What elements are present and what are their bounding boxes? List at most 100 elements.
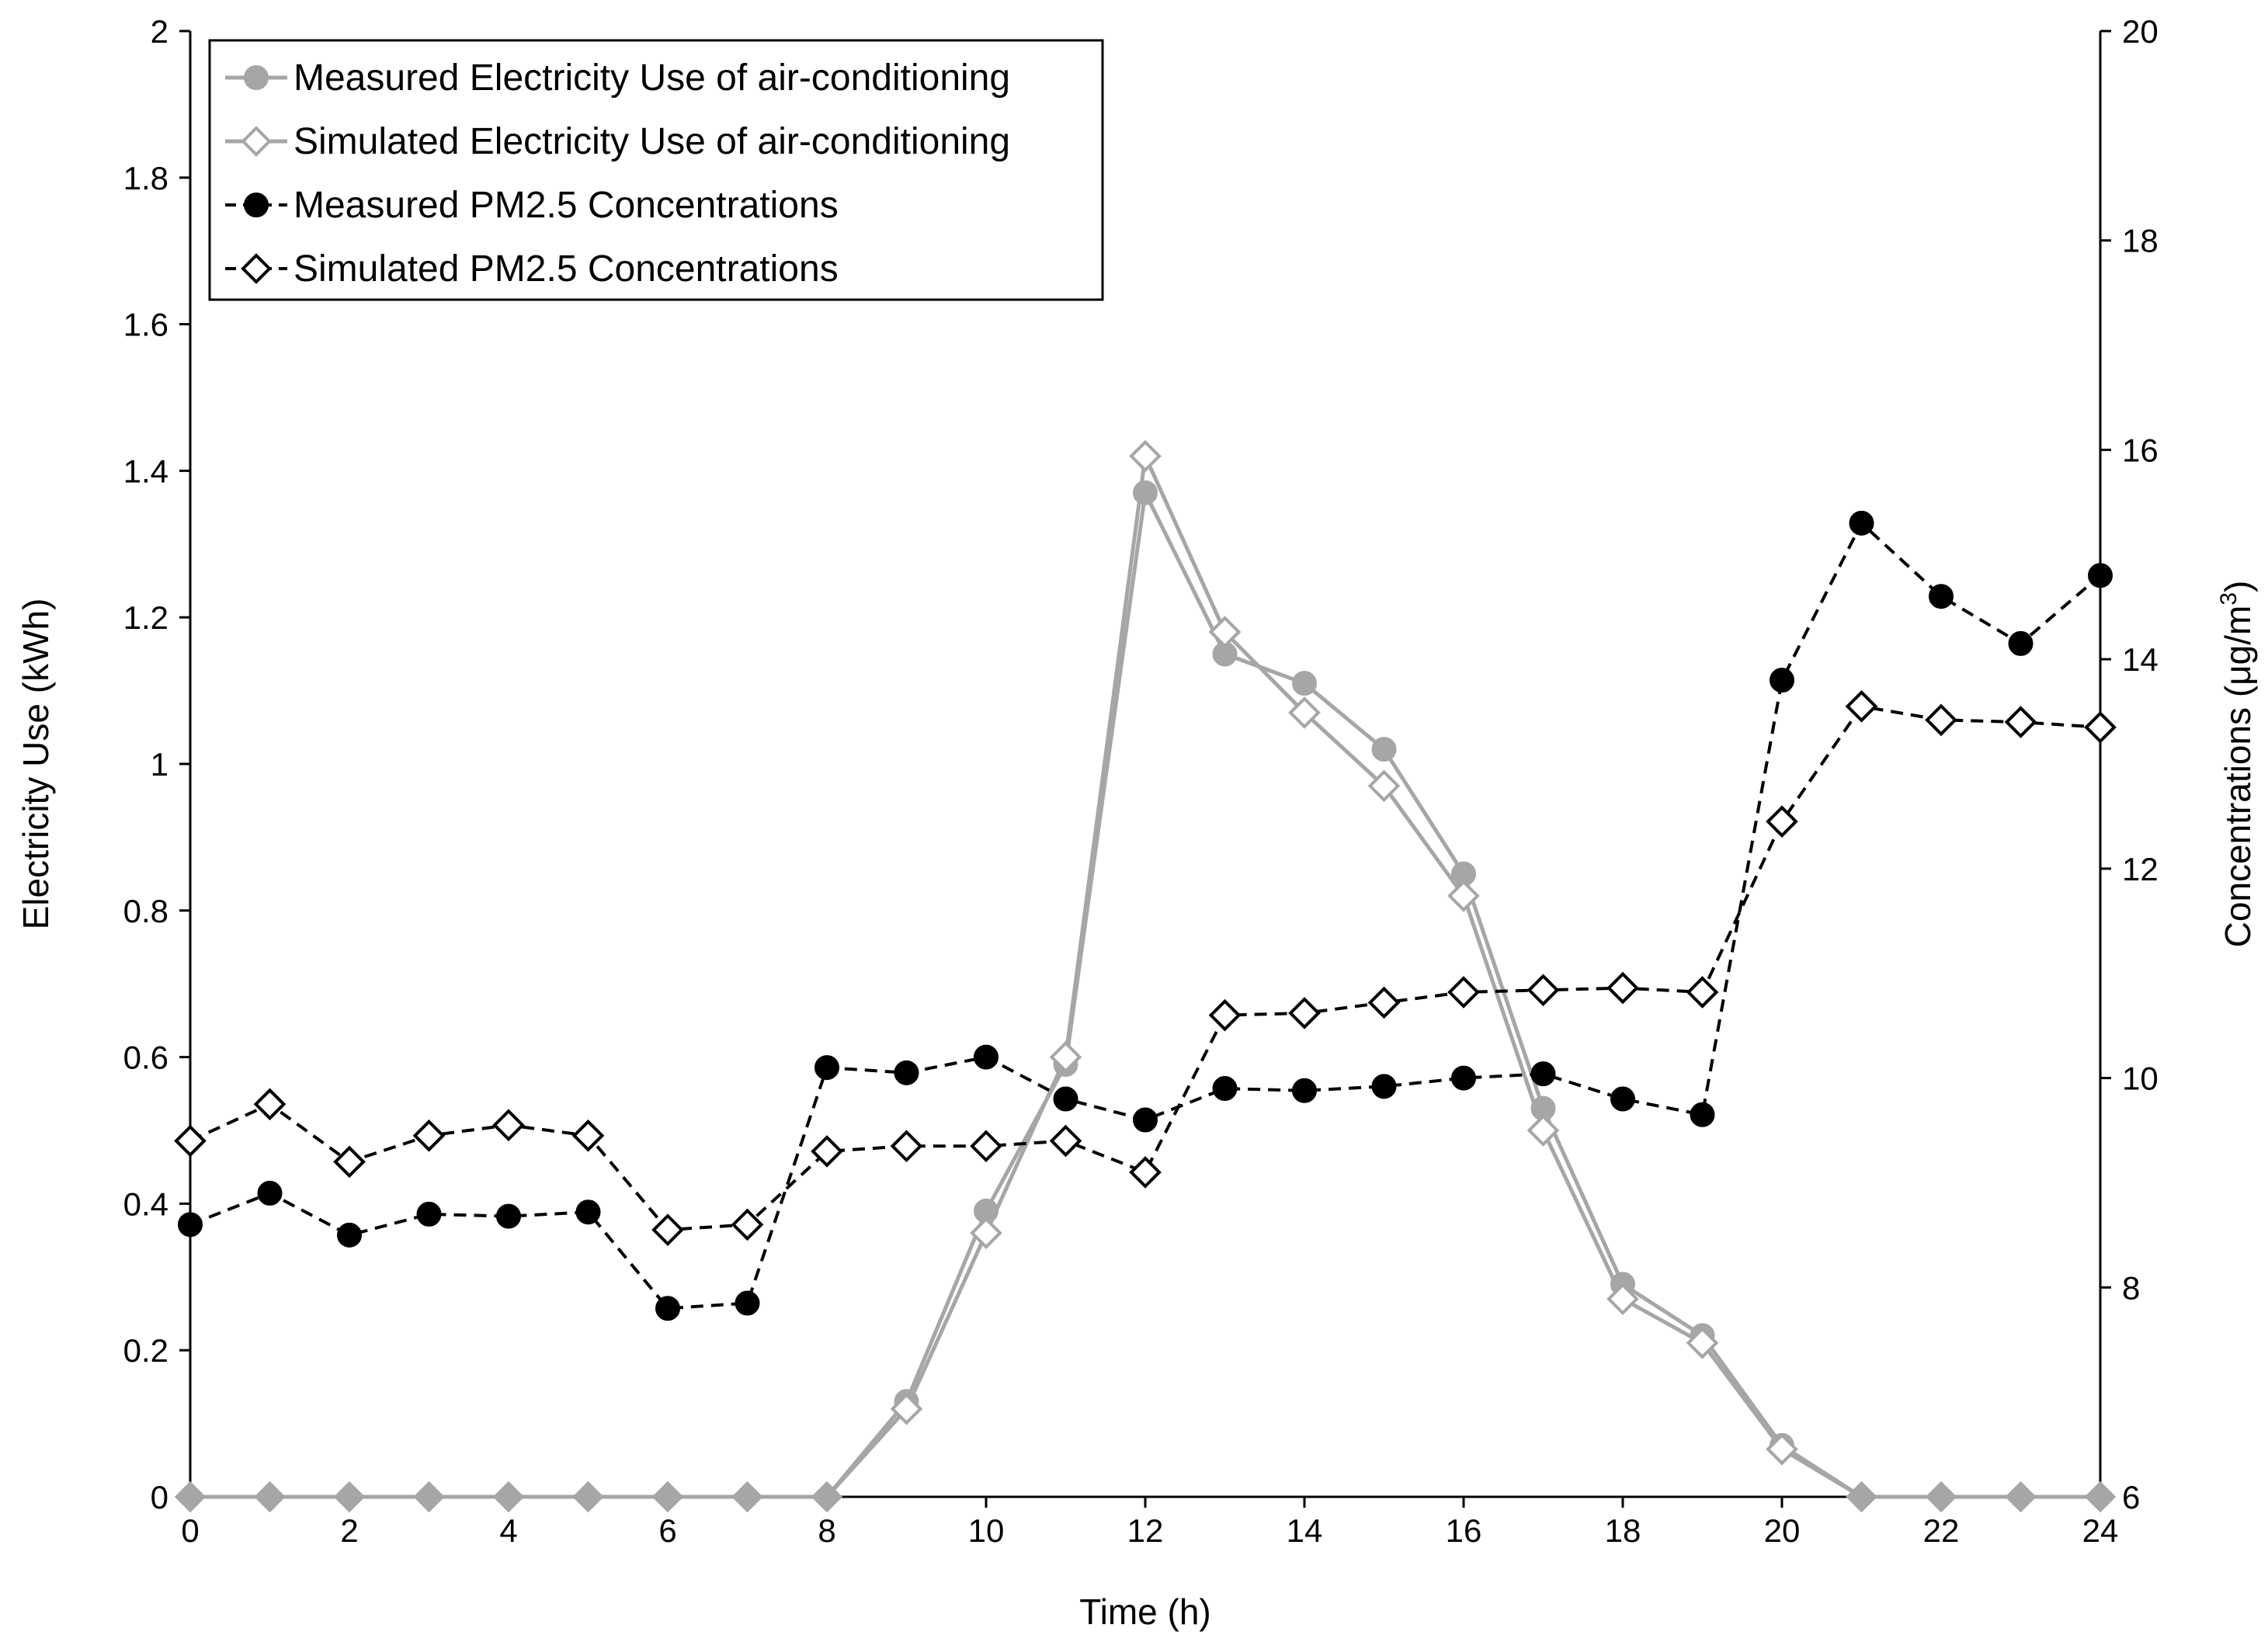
data-point xyxy=(1049,1040,1082,1074)
right-y-axis-title-end: ) xyxy=(2218,581,2258,592)
legend-marker xyxy=(244,65,269,90)
data-point xyxy=(1925,1481,1957,1513)
right-y-tick-label: 16 xyxy=(2122,432,2159,468)
legend-label: Simulated Electricity Use of air-conditi… xyxy=(293,121,1010,162)
x-ticks: 0 2 4 6 8 10 12 14 16 18 20 22 24 xyxy=(181,1497,2118,1549)
data-point xyxy=(1925,703,1957,737)
left-y-tick-label: 0.8 xyxy=(123,893,168,929)
series-1 xyxy=(174,480,2117,1513)
data-point xyxy=(651,1213,684,1246)
left-y-tick-label: 1.2 xyxy=(123,599,168,636)
left-y-tick-label: 1.8 xyxy=(123,160,168,196)
data-point xyxy=(1451,1065,1476,1091)
data-point xyxy=(1371,737,1397,762)
data-point xyxy=(1208,616,1242,648)
data-point xyxy=(2088,563,2113,588)
data-point xyxy=(333,1481,366,1513)
data-point xyxy=(811,1481,843,1513)
data-point xyxy=(333,1145,366,1179)
data-point xyxy=(416,1201,442,1227)
data-point xyxy=(1292,671,1317,696)
data-point xyxy=(974,1044,999,1070)
data-point xyxy=(1686,976,1719,1008)
data-point xyxy=(1530,1061,1556,1087)
data-point xyxy=(1447,880,1480,912)
data-point xyxy=(413,1481,445,1513)
data-point xyxy=(1367,769,1401,803)
series-line xyxy=(189,704,2101,1232)
data-point xyxy=(970,1130,1002,1163)
right-y-axis-title-sup: 3 xyxy=(2216,592,2242,606)
left-y-tick-label: 1 xyxy=(151,746,168,783)
x-tick-label: 16 xyxy=(1446,1512,1482,1549)
data-point xyxy=(1447,976,1480,1008)
data-point xyxy=(890,1130,923,1163)
data-point xyxy=(1929,584,1954,609)
data-point xyxy=(174,1481,207,1513)
right-y-tick-label: 14 xyxy=(2122,641,2159,678)
legend-item: Measured PM2.5 Concentrations xyxy=(225,185,839,226)
data-point xyxy=(571,1119,605,1152)
x-tick-label: 12 xyxy=(1127,1512,1164,1549)
left-y-tick-label: 0.6 xyxy=(123,1040,168,1076)
data-point xyxy=(1686,1326,1719,1359)
data-point xyxy=(254,1481,286,1513)
data-point xyxy=(814,1055,839,1081)
data-point xyxy=(1208,998,1242,1032)
data-point xyxy=(1606,1283,1639,1315)
right-y-tick-label: 12 xyxy=(2122,851,2159,887)
series-line xyxy=(190,486,2100,1499)
data-point xyxy=(575,1199,601,1225)
right-y-ticks: 6 8 10 12 14 16 18 20 xyxy=(2100,13,2159,1515)
data-point xyxy=(1846,1481,1877,1513)
legend-marker xyxy=(241,253,272,284)
data-point xyxy=(655,1296,680,1321)
data-point xyxy=(2008,630,2034,656)
data-point xyxy=(178,1212,203,1238)
x-tick-label: 4 xyxy=(499,1512,517,1549)
data-point xyxy=(735,1290,760,1316)
right-y-tick-label: 10 xyxy=(2122,1061,2159,1097)
legend-label: Measured Electricity Use of air-conditio… xyxy=(293,57,1010,99)
data-point xyxy=(1133,1107,1158,1133)
data-point xyxy=(1133,480,1158,505)
left-y-tick-label: 1.6 xyxy=(123,307,168,343)
data-point xyxy=(811,1135,843,1168)
left-y-tick-label: 1.4 xyxy=(123,453,168,489)
data-point xyxy=(1288,696,1321,729)
left-y-tick-label: 2 xyxy=(151,13,168,50)
x-tick-label: 20 xyxy=(1764,1512,1801,1549)
data-point xyxy=(1292,1078,1317,1103)
series-2 xyxy=(174,439,2117,1513)
data-point xyxy=(1053,1086,1078,1112)
data-point xyxy=(1766,1432,1798,1466)
x-tick-label: 8 xyxy=(818,1512,835,1549)
right-y-tick-label: 6 xyxy=(2122,1479,2140,1515)
data-point xyxy=(2005,1481,2037,1513)
left-y-tick-label: 0.2 xyxy=(123,1332,168,1369)
data-point xyxy=(1770,668,1794,693)
data-point xyxy=(1690,1102,1715,1127)
legend-item: Simulated PM2.5 Concentrations xyxy=(225,248,839,290)
data-point xyxy=(1371,1074,1397,1099)
data-point xyxy=(492,1109,525,1142)
data-point xyxy=(1049,1124,1082,1158)
data-point xyxy=(731,1481,763,1513)
x-axis-title: Time (h) xyxy=(1079,1592,1211,1632)
x-tick-label: 2 xyxy=(340,1512,358,1549)
x-tick-label: 10 xyxy=(968,1512,1005,1549)
x-tick-label: 6 xyxy=(658,1512,676,1549)
data-point xyxy=(1129,439,1162,473)
legend-items: Measured Electricity Use of air-conditio… xyxy=(225,57,1010,290)
data-point xyxy=(1766,805,1798,838)
x-tick-label: 14 xyxy=(1287,1512,1323,1549)
data-point xyxy=(1606,971,1639,1005)
legend-marker xyxy=(241,126,272,157)
data-point xyxy=(572,1481,604,1513)
data-point xyxy=(894,1060,919,1085)
left-y-axis-title: Electricity Use (kWh) xyxy=(16,599,56,930)
right-y-axis-title: Concentrations (μg/m3) xyxy=(2216,581,2258,948)
legend-label: Simulated PM2.5 Concentrations xyxy=(293,248,839,290)
data-point xyxy=(651,1481,684,1513)
data-point xyxy=(337,1222,362,1248)
